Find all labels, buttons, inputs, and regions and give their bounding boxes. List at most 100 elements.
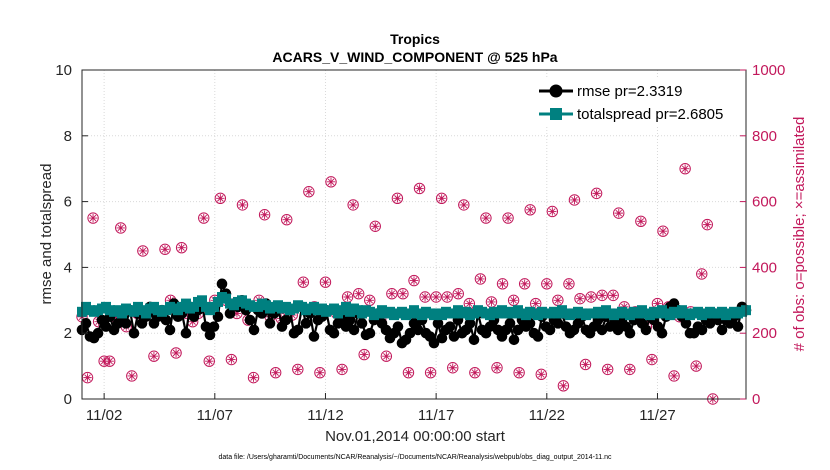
obs-possible-marker bbox=[115, 222, 127, 234]
obs-assimilated-marker bbox=[570, 195, 579, 205]
obs-assimilated-marker bbox=[232, 309, 242, 318]
obs-point bbox=[496, 278, 509, 290]
y-right-tick-label: 400 bbox=[752, 259, 777, 276]
obs-point bbox=[701, 218, 713, 231]
obs-point bbox=[397, 288, 409, 300]
obs-possible-marker bbox=[546, 205, 559, 218]
y-right-tick-label: 600 bbox=[752, 194, 777, 211]
obs-possible-marker bbox=[352, 288, 365, 300]
y-right-tick-label: 1000 bbox=[752, 62, 785, 79]
obs-possible-marker bbox=[397, 288, 409, 300]
obs-possible-marker bbox=[380, 350, 393, 362]
obs-point bbox=[408, 274, 420, 287]
obs-possible-marker bbox=[480, 212, 492, 224]
rmse-point bbox=[624, 327, 636, 339]
obs-assimilated-marker bbox=[315, 368, 325, 377]
obs-point bbox=[557, 380, 570, 392]
obs-possible-marker bbox=[496, 278, 509, 290]
obs-point bbox=[87, 212, 99, 224]
obs-point bbox=[579, 358, 592, 371]
rmse-point bbox=[208, 321, 220, 332]
rmse-point bbox=[656, 327, 668, 339]
obs-possible-marker bbox=[269, 366, 282, 379]
obs-possible-marker bbox=[325, 176, 337, 188]
rmse-point bbox=[364, 327, 376, 339]
obs-possible-marker bbox=[607, 289, 619, 302]
obs-assimilated-marker bbox=[459, 200, 468, 210]
obs-possible-marker bbox=[292, 363, 304, 376]
obs-possible-marker bbox=[214, 192, 227, 205]
obs-point bbox=[380, 350, 393, 362]
obs-assimilated-marker bbox=[88, 213, 98, 223]
rmse-point bbox=[100, 321, 112, 332]
obs-assimilated-marker bbox=[293, 365, 302, 374]
obs-point bbox=[358, 348, 370, 361]
rmse-point bbox=[464, 318, 476, 329]
obs-possible-marker bbox=[557, 380, 570, 392]
rmse-point bbox=[544, 324, 556, 336]
rmse-point bbox=[468, 334, 480, 346]
x-axis: 11/02 11/07 11/12 11/17 11/22 11/27 bbox=[86, 393, 676, 424]
obs-point bbox=[402, 366, 415, 379]
rmse-point bbox=[292, 324, 304, 336]
rmse-point bbox=[716, 324, 728, 336]
obs-assimilated-marker bbox=[553, 296, 563, 305]
obs-point bbox=[485, 296, 498, 308]
legend-totalspread-marker bbox=[550, 108, 562, 120]
obs-possible-marker bbox=[402, 366, 415, 379]
obs-assimilated-marker bbox=[542, 279, 551, 289]
obs-assimilated-marker bbox=[647, 355, 657, 364]
obs-point bbox=[635, 215, 647, 228]
obs-point bbox=[435, 192, 448, 205]
obs-point bbox=[347, 199, 359, 211]
obs-possible-marker bbox=[690, 360, 702, 372]
obs-point bbox=[281, 213, 293, 226]
obs-assimilated-marker bbox=[299, 278, 308, 287]
rmse-point bbox=[328, 327, 340, 339]
obs-assimilated-marker bbox=[487, 297, 496, 307]
obs-point bbox=[535, 368, 547, 381]
obs-point bbox=[424, 366, 437, 379]
obs-point bbox=[563, 278, 575, 290]
obs-possible-marker bbox=[679, 163, 691, 175]
obs-assimilated-marker bbox=[426, 368, 435, 377]
obs-possible-marker bbox=[574, 292, 586, 305]
obs-assimilated-marker bbox=[692, 361, 701, 371]
obs-point bbox=[297, 276, 310, 288]
obs-assimilated-marker bbox=[260, 210, 269, 219]
obs-assimilated-marker bbox=[476, 274, 485, 284]
obs-point bbox=[175, 241, 188, 254]
obs-assimilated-marker bbox=[393, 194, 402, 203]
obs-assimilated-marker bbox=[575, 294, 585, 303]
obs-point bbox=[247, 371, 260, 384]
obs-assimilated-marker bbox=[149, 352, 159, 361]
obs-point bbox=[646, 353, 658, 366]
obs-point bbox=[469, 366, 481, 379]
obs-point bbox=[336, 363, 348, 376]
obs-point bbox=[269, 366, 282, 379]
rmse-point bbox=[392, 321, 404, 332]
obs-possible-marker bbox=[170, 347, 182, 359]
obs-assimilated-marker bbox=[282, 215, 291, 224]
obs-assimilated-marker bbox=[636, 217, 646, 226]
rmse-point bbox=[356, 318, 368, 329]
obs-point bbox=[148, 350, 160, 362]
rmse-point bbox=[308, 331, 320, 342]
obs-point bbox=[690, 360, 702, 372]
rmse-point bbox=[344, 314, 356, 326]
obs-point bbox=[225, 353, 238, 366]
legend-rmse-marker bbox=[549, 84, 563, 98]
obs-point bbox=[236, 199, 249, 211]
rmse-point bbox=[504, 318, 516, 329]
obs-possible-marker bbox=[347, 199, 359, 211]
obs-possible-marker bbox=[635, 215, 647, 228]
y-tick-label: 0 bbox=[64, 391, 72, 408]
legend: rmse pr=2.3319 totalspread pr=2.6805 bbox=[534, 78, 740, 126]
obs-possible-marker bbox=[701, 218, 713, 231]
obs-possible-marker bbox=[198, 212, 210, 224]
obs-point bbox=[480, 212, 492, 224]
obs-point bbox=[413, 182, 426, 195]
obs-assimilated-marker bbox=[586, 292, 596, 302]
obs-point bbox=[364, 294, 376, 306]
obs-possible-marker bbox=[258, 209, 271, 221]
